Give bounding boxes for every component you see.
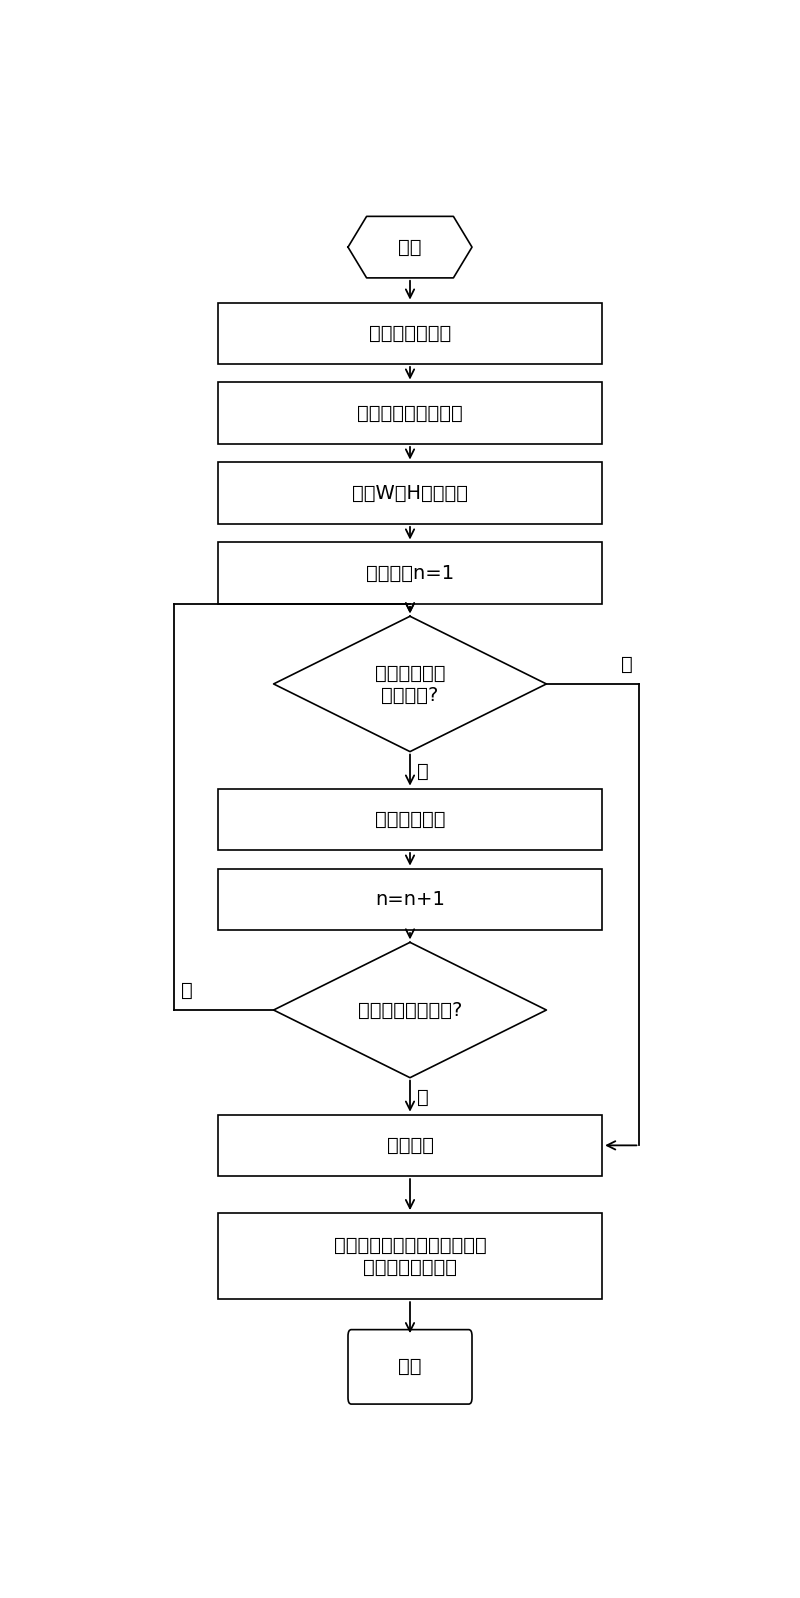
FancyBboxPatch shape	[218, 382, 602, 444]
FancyBboxPatch shape	[218, 869, 602, 930]
Text: 数値求解迭代: 数値求解迭代	[374, 810, 446, 829]
Text: n=n+1: n=n+1	[375, 890, 445, 909]
Text: 开始: 开始	[398, 238, 422, 257]
FancyBboxPatch shape	[218, 542, 602, 604]
Text: 停止迭代: 停止迭代	[386, 1136, 434, 1155]
FancyBboxPatch shape	[218, 1213, 602, 1299]
Polygon shape	[274, 617, 546, 751]
FancyBboxPatch shape	[218, 788, 602, 850]
Text: 计算融合图像，将高光谱数据
存入数据立方体中: 计算融合图像，将高光谱数据 存入数据立方体中	[334, 1235, 486, 1277]
Polygon shape	[274, 943, 546, 1077]
FancyBboxPatch shape	[218, 302, 602, 364]
FancyBboxPatch shape	[218, 1115, 602, 1176]
Text: 结束: 结束	[398, 1357, 422, 1376]
Polygon shape	[348, 216, 472, 278]
Text: 否: 否	[181, 981, 192, 1000]
Text: 否: 否	[417, 762, 428, 780]
Text: 迭代次数n=1: 迭代次数n=1	[366, 564, 454, 583]
Text: 是: 是	[417, 1088, 428, 1106]
Text: 达到最大迭代次数?: 达到最大迭代次数?	[358, 1000, 462, 1020]
Text: 是: 是	[622, 655, 634, 674]
Text: 计算机读取数据: 计算机读取数据	[369, 324, 451, 342]
FancyBboxPatch shape	[348, 1330, 472, 1405]
Text: 检验是否满足
收敛条件?: 检验是否满足 收敛条件?	[374, 663, 446, 705]
Text: 矩阵W和H的初始化: 矩阵W和H的初始化	[352, 484, 468, 503]
Text: 建立融合模型表达式: 建立融合模型表达式	[357, 404, 463, 423]
FancyBboxPatch shape	[218, 462, 602, 524]
